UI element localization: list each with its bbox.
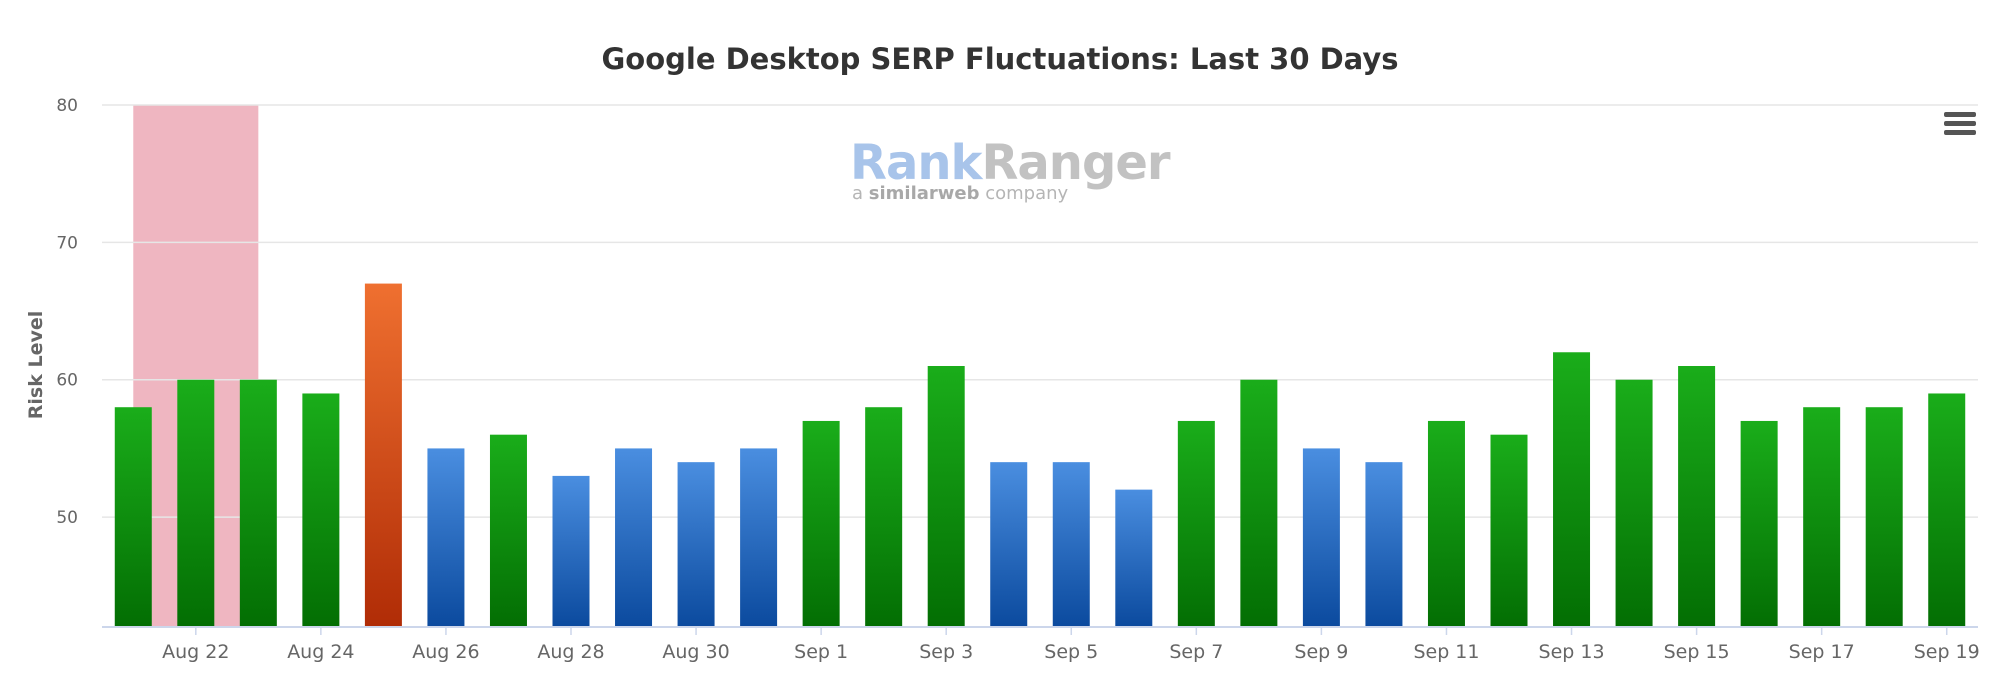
x-tick-label: Aug 28 — [537, 641, 604, 663]
bar-sep-16 — [1740, 420, 1778, 627]
x-tick-label: Sep 5 — [1044, 641, 1098, 663]
bar-aug-21 — [114, 407, 152, 627]
bar-sep-4 — [990, 462, 1028, 627]
bar-sep-17 — [1803, 407, 1841, 627]
x-tick-label: Sep 15 — [1664, 641, 1730, 663]
bar-sep-18 — [1865, 407, 1903, 627]
x-tick-label: Sep 3 — [919, 641, 973, 663]
y-tick-label: 80 — [56, 96, 78, 116]
bar-sep-19 — [1928, 393, 1966, 627]
x-tick-label: Sep 9 — [1294, 641, 1348, 663]
x-tick-label: Sep 19 — [1914, 641, 1980, 663]
y-tick-label: 50 — [56, 508, 78, 528]
bar-sep-13 — [1553, 352, 1591, 627]
bar-sep-14 — [1615, 379, 1653, 627]
watermark-tagline-prefix: a — [852, 183, 864, 204]
bar-sep-7 — [1177, 420, 1215, 627]
bar-sep-1 — [802, 420, 840, 627]
bar-sep-2 — [865, 407, 903, 627]
x-tick-label: Sep 1 — [794, 641, 848, 663]
bar-sep-5 — [1052, 462, 1090, 627]
bar-aug-29 — [615, 448, 653, 627]
x-tick-label: Aug 30 — [662, 641, 729, 663]
watermark-tagline-brand: similarweb — [868, 183, 980, 204]
bar-aug-27 — [489, 434, 527, 627]
x-tick-label: Sep 17 — [1789, 641, 1855, 663]
x-tick-label: Aug 22 — [162, 641, 229, 663]
watermark-tagline-suffix: company — [985, 183, 1069, 204]
x-tick-label: Aug 26 — [412, 641, 479, 663]
bar-aug-31 — [740, 448, 778, 627]
rankranger-watermark-logo: RankRanger a similarweb company — [850, 135, 1171, 210]
bar-sep-10 — [1365, 462, 1403, 627]
y-tick-label: 70 — [56, 233, 78, 253]
x-tick-label: Sep 11 — [1413, 641, 1479, 663]
watermark-brand-second: Ranger — [981, 135, 1170, 191]
x-tick-label: Aug 24 — [287, 641, 354, 663]
bar-aug-26 — [427, 448, 465, 627]
bar-sep-15 — [1678, 366, 1716, 627]
bar-aug-24 — [302, 393, 340, 627]
bar-sep-11 — [1427, 420, 1465, 627]
chart-title: Google Desktop SERP Fluctuations: Last 3… — [601, 42, 1399, 76]
y-tick-label: 60 — [56, 371, 78, 391]
y-axis-title: Risk Level — [25, 311, 47, 419]
bar-sep-12 — [1490, 434, 1528, 627]
bar-aug-25 — [364, 283, 402, 627]
bar-aug-23 — [239, 379, 277, 627]
hamburger-menu-icon[interactable] — [1944, 112, 1976, 136]
bar-sep-3 — [927, 366, 965, 627]
bar-sep-8 — [1240, 379, 1278, 627]
bar-sep-9 — [1302, 448, 1340, 627]
bar-aug-30 — [677, 462, 715, 627]
bar-aug-22 — [177, 379, 215, 627]
bar-aug-28 — [552, 475, 590, 627]
x-tick-label: Sep 13 — [1539, 641, 1605, 663]
bar-sep-6 — [1115, 489, 1153, 627]
watermark-brand-first: Rank — [850, 135, 982, 191]
x-tick-label: Sep 7 — [1169, 641, 1223, 663]
